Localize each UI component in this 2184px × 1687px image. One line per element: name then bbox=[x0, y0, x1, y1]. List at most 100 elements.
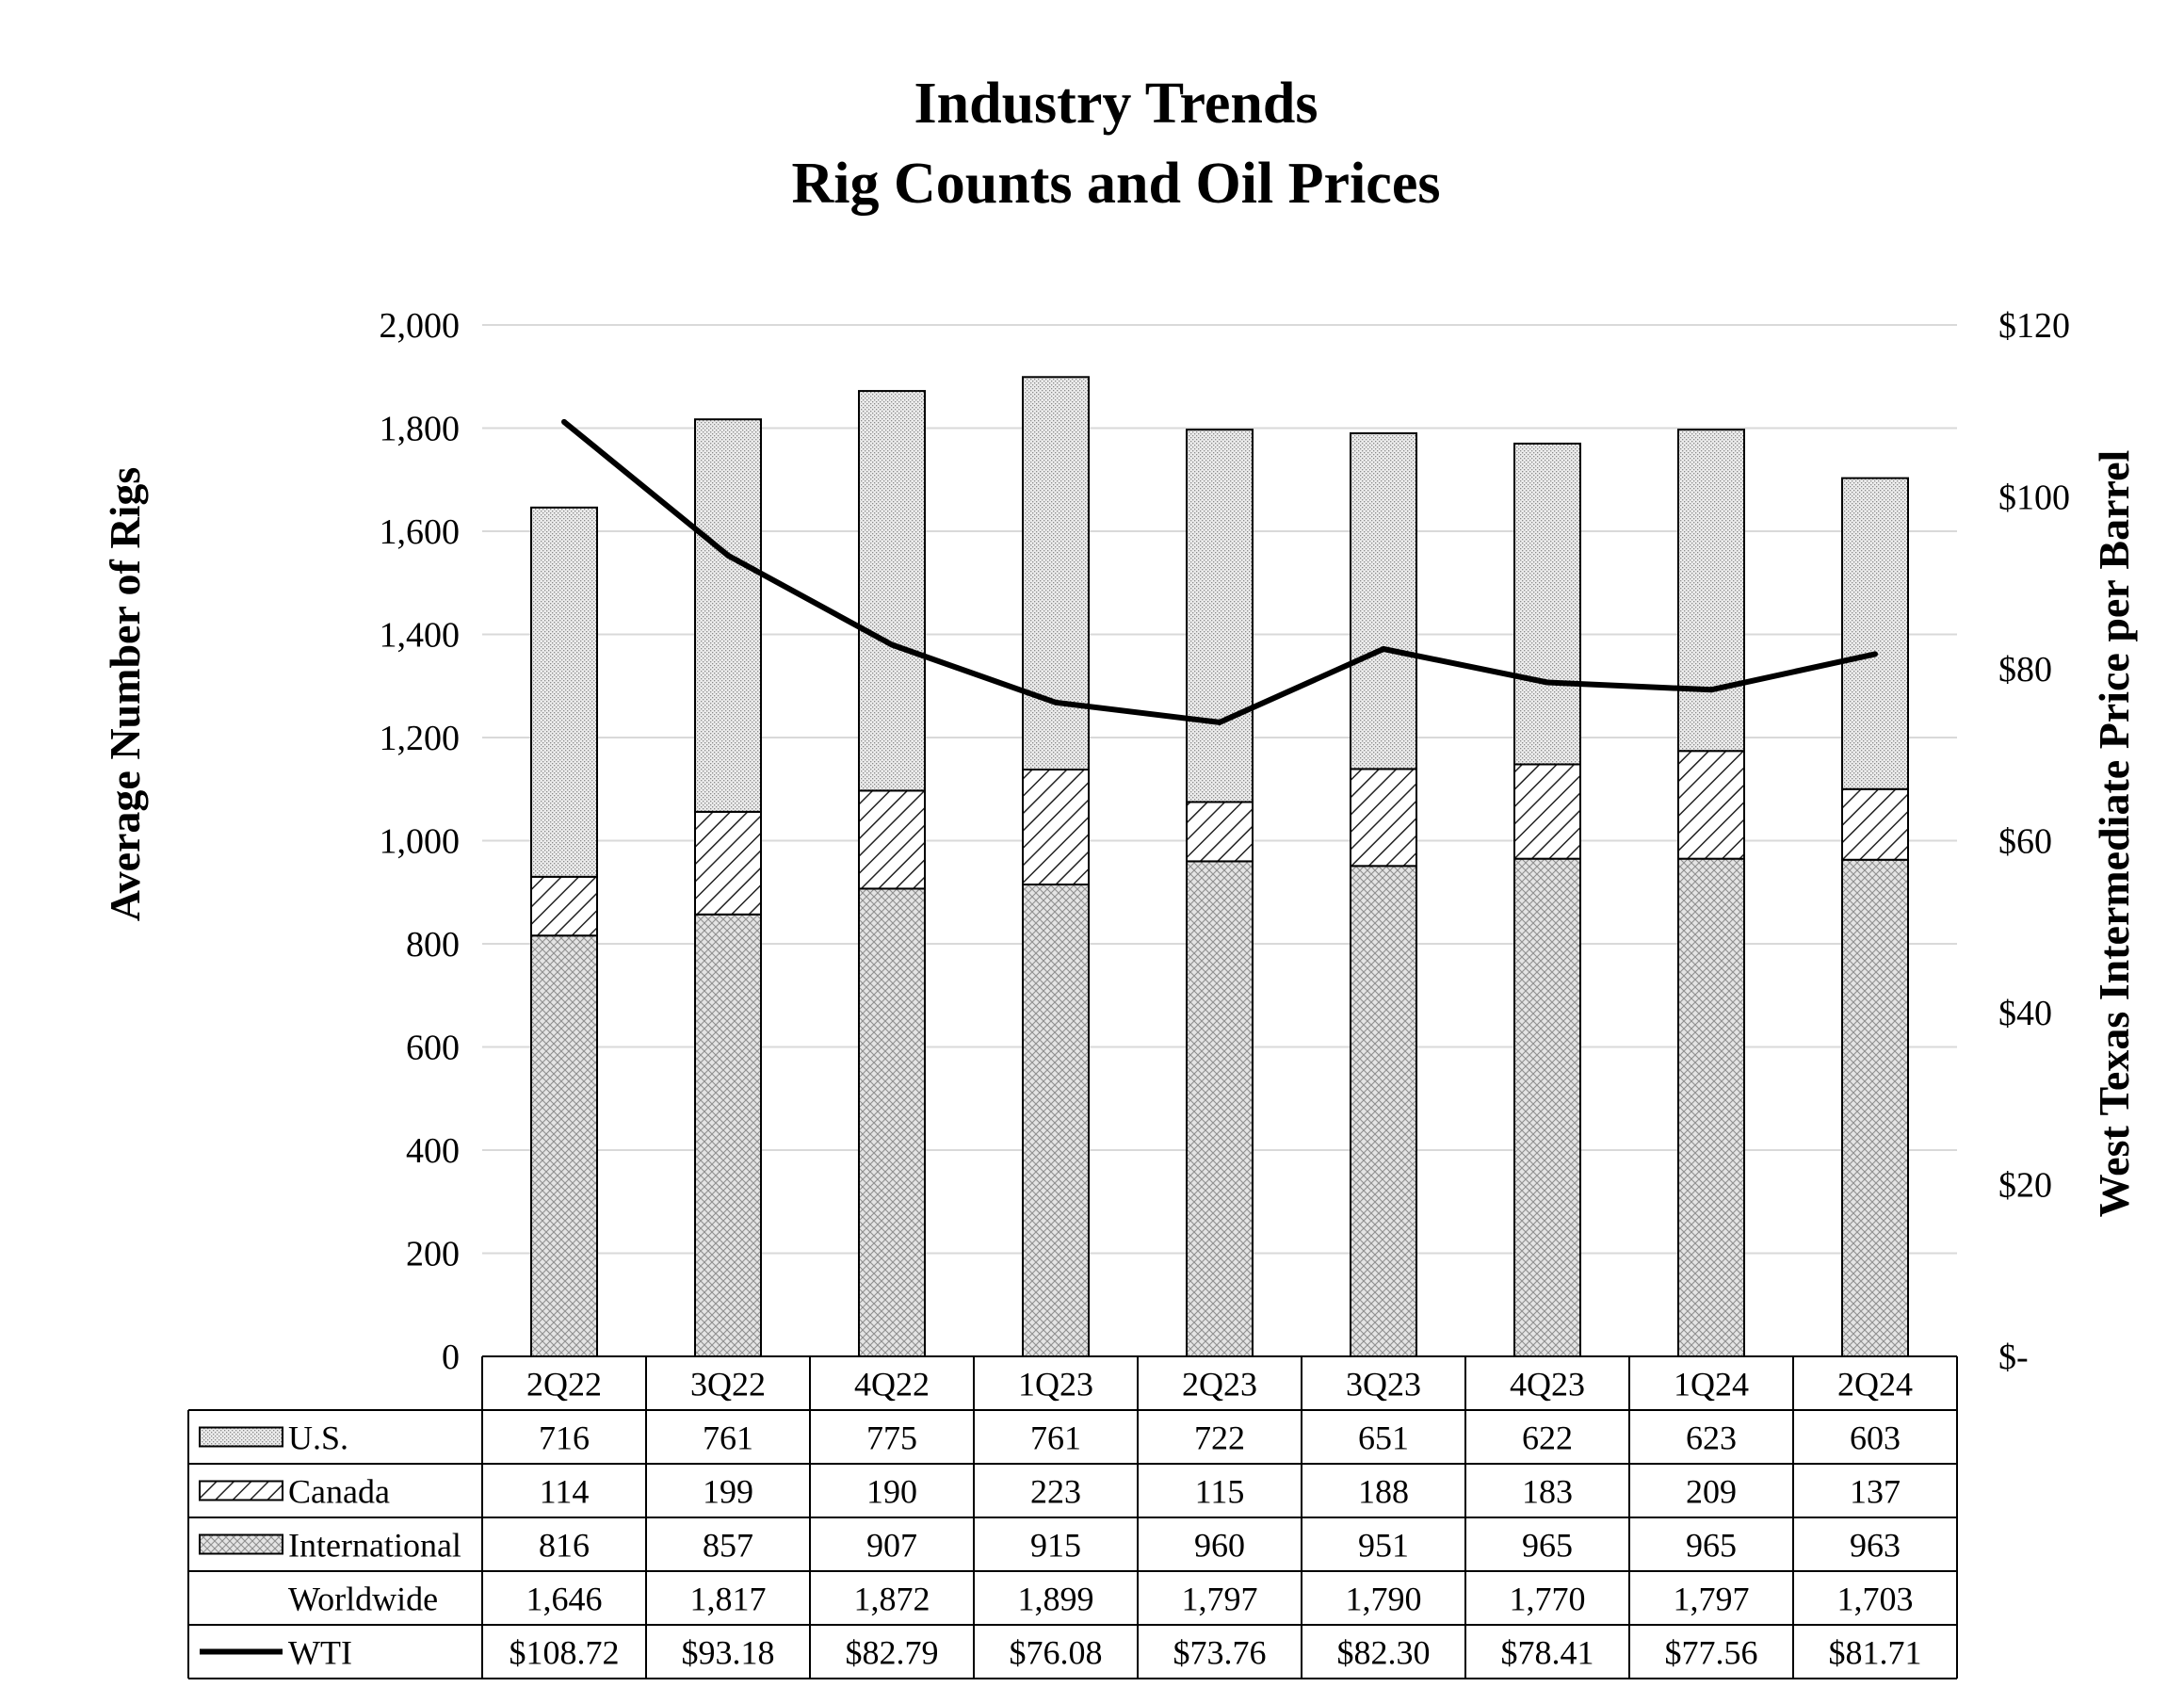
bar-us-2q24 bbox=[1841, 477, 1909, 790]
axis-ticks: 0 200 400 600 800 1,000 1,200 1,400 1,600 1,800 2,… bbox=[380, 306, 2071, 1377]
wti-point-1q23 bbox=[1053, 699, 1059, 706]
bar-international-3q22 bbox=[694, 913, 762, 1357]
table-cell: 1,790 bbox=[1346, 1581, 1422, 1618]
bar-us-4q23 bbox=[1513, 442, 1581, 766]
table-cell: 915 bbox=[1030, 1527, 1081, 1565]
y-tick-label: 200 bbox=[406, 1235, 460, 1274]
table-header-3q23: 3Q23 bbox=[1346, 1366, 1421, 1403]
y-tick-label: 600 bbox=[406, 1029, 460, 1068]
bar-international-2q22 bbox=[530, 934, 598, 1357]
table-cell: 963 bbox=[1850, 1527, 1901, 1565]
table-cell: 137 bbox=[1850, 1473, 1901, 1511]
table-cell: $76.08 bbox=[1010, 1634, 1103, 1672]
y2-tick-label: $80 bbox=[1998, 650, 2052, 689]
wti-point-4q22 bbox=[889, 641, 895, 648]
table-cell: 722 bbox=[1194, 1419, 1245, 1457]
wti-line-series bbox=[561, 418, 1878, 725]
table-cell: 907 bbox=[866, 1527, 917, 1565]
bar-international-1q24 bbox=[1677, 857, 1745, 1357]
table-cell: 1,770 bbox=[1510, 1581, 1586, 1618]
y-tick-label: 1,800 bbox=[380, 410, 461, 449]
legend-swatch-canada bbox=[199, 1480, 283, 1501]
table-cell: 1,899 bbox=[1018, 1581, 1094, 1618]
bar-canada-2q22 bbox=[530, 875, 598, 937]
bar-canada-4q22 bbox=[858, 789, 926, 890]
table-cell: 183 bbox=[1522, 1473, 1573, 1511]
y2-tick-label: $20 bbox=[1998, 1166, 2052, 1206]
table-cell: 1,797 bbox=[1182, 1581, 1258, 1618]
bar-canada-4q23 bbox=[1513, 763, 1581, 860]
table-header-3q22: 3Q22 bbox=[690, 1366, 766, 1403]
y-tick-label: 1,000 bbox=[380, 822, 461, 862]
wti-point-2q23 bbox=[1217, 719, 1222, 725]
table-cell: 775 bbox=[866, 1419, 917, 1457]
chart-subtitle: Rig Counts and Oil Prices bbox=[792, 152, 1441, 216]
data-table: 2Q22 3Q22 4Q22 1Q23 2Q23 3Q23 4Q23 1Q24 2Q24 U.S.… bbox=[187, 1355, 1958, 1679]
table-cell: $78.41 bbox=[1501, 1634, 1594, 1672]
bar-us-2q22 bbox=[530, 506, 598, 878]
y2-axis-title: West Texas Intermediate Price per Barrel bbox=[2090, 450, 2138, 1218]
bar-us-1q23 bbox=[1022, 376, 1090, 771]
bar-international-4q22 bbox=[858, 887, 926, 1357]
table-header-2q24: 2Q24 bbox=[1837, 1366, 1913, 1403]
table-cell: $82.30 bbox=[1337, 1634, 1431, 1672]
wti-point-4q23 bbox=[1545, 679, 1550, 686]
table-cell: 115 bbox=[1195, 1473, 1245, 1511]
table-cell: 114 bbox=[540, 1473, 590, 1511]
y2-tick-label: $120 bbox=[1998, 306, 2070, 346]
table-cell: 965 bbox=[1522, 1527, 1573, 1565]
table-cell: $77.56 bbox=[1665, 1634, 1758, 1672]
table-cell: 761 bbox=[1030, 1419, 1081, 1457]
bar-international-4q23 bbox=[1513, 857, 1581, 1357]
table-cell: 223 bbox=[1030, 1473, 1081, 1511]
table-cell: 623 bbox=[1686, 1419, 1737, 1457]
y-tick-label: 0 bbox=[442, 1338, 460, 1377]
table-cell: 190 bbox=[866, 1473, 917, 1511]
table-row-label: WTI bbox=[288, 1634, 352, 1672]
bar-us-4q22 bbox=[858, 390, 926, 792]
bar-us-3q23 bbox=[1350, 431, 1417, 771]
wti-point-3q23 bbox=[1381, 646, 1386, 653]
table-cell: 199 bbox=[703, 1473, 753, 1511]
wti-point-3q22 bbox=[725, 552, 731, 559]
table-cell: 603 bbox=[1850, 1419, 1901, 1457]
bar-international-1q23 bbox=[1022, 884, 1090, 1357]
bar-international-3q23 bbox=[1350, 865, 1417, 1357]
table-cell: $73.76 bbox=[1173, 1634, 1267, 1672]
table-cell: 816 bbox=[539, 1527, 590, 1565]
stacked-bars bbox=[530, 376, 1909, 1357]
wti-point-2q22 bbox=[561, 418, 567, 425]
table-cell: 857 bbox=[703, 1527, 753, 1565]
table-cell: 622 bbox=[1522, 1419, 1573, 1457]
y-tick-label: 2,000 bbox=[380, 306, 461, 346]
table-header-2q22: 2Q22 bbox=[526, 1366, 602, 1403]
table-cell: 1,703 bbox=[1837, 1581, 1914, 1618]
legend-swatch-us bbox=[199, 1426, 283, 1448]
table-row-label: Worldwide bbox=[288, 1581, 438, 1618]
y-tick-label: 1,600 bbox=[380, 512, 461, 552]
table-row-label: U.S. bbox=[288, 1419, 348, 1457]
wti-point-2q24 bbox=[1872, 651, 1878, 657]
table-cell: 716 bbox=[539, 1419, 590, 1457]
table-cell: 960 bbox=[1194, 1527, 1245, 1565]
chart-title: Industry Trends bbox=[914, 72, 1318, 136]
bar-canada-2q24 bbox=[1841, 787, 1909, 861]
bar-international-2q23 bbox=[1186, 860, 1254, 1357]
table-cell: 1,817 bbox=[690, 1581, 767, 1618]
table-cell: 965 bbox=[1686, 1527, 1737, 1565]
table-header-1q23: 1Q23 bbox=[1018, 1366, 1093, 1403]
table-cell: 761 bbox=[703, 1419, 753, 1457]
y2-tick-label: $60 bbox=[1998, 822, 2052, 862]
table-cell: $81.71 bbox=[1829, 1634, 1922, 1672]
bar-canada-3q23 bbox=[1350, 768, 1417, 868]
table-cell: 1,872 bbox=[854, 1581, 930, 1618]
y2-tick-label: $100 bbox=[1998, 479, 2070, 518]
y-tick-label: 1,200 bbox=[380, 719, 461, 758]
bar-us-3q22 bbox=[694, 418, 762, 813]
table-header-1q24: 1Q24 bbox=[1674, 1366, 1749, 1403]
table-row-label: International bbox=[288, 1527, 461, 1565]
y-tick-label: 1,400 bbox=[380, 616, 461, 656]
bar-us-1q24 bbox=[1677, 429, 1745, 753]
table-cell: $93.18 bbox=[682, 1634, 775, 1672]
